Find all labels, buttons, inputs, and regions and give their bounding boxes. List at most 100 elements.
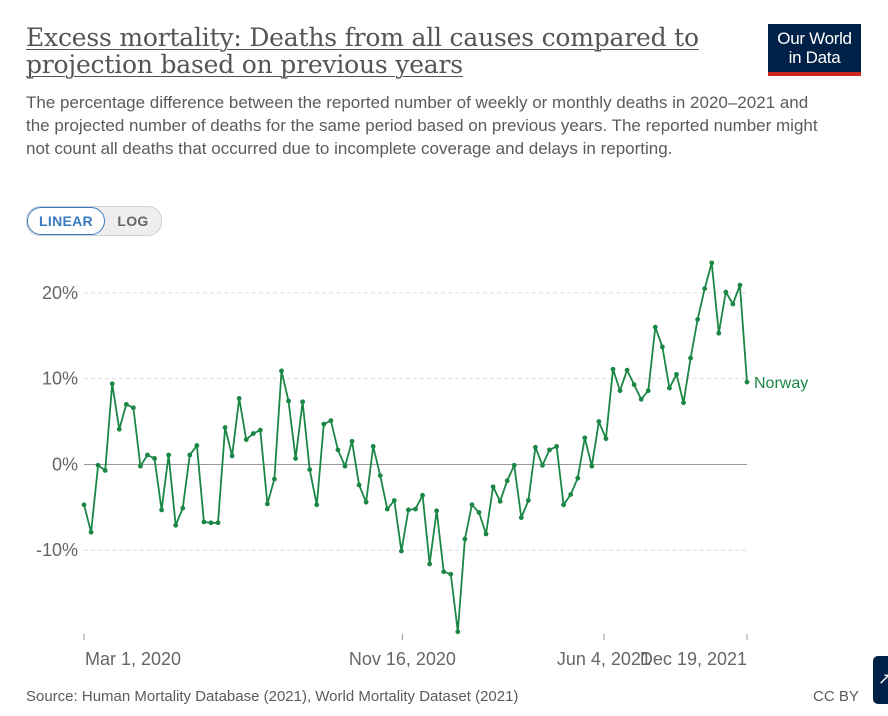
data-point <box>300 399 305 404</box>
data-point <box>202 520 207 525</box>
data-point <box>343 464 348 469</box>
data-point <box>427 562 432 567</box>
data-point <box>180 506 185 511</box>
data-point <box>216 520 221 525</box>
data-point <box>131 405 136 410</box>
data-point <box>491 484 496 489</box>
data-point <box>716 331 721 336</box>
data-point <box>477 510 482 515</box>
data-point <box>117 427 122 432</box>
data-point <box>434 508 439 513</box>
data-point <box>653 325 658 330</box>
data-point <box>399 549 404 554</box>
grid: -10% 0% 10% 20% <box>36 283 747 560</box>
data-point <box>110 381 115 386</box>
data-point <box>209 520 214 525</box>
data-point <box>709 260 714 265</box>
x-tick-label: Nov 16, 2020 <box>349 649 456 669</box>
data-point <box>406 508 411 513</box>
data-point <box>519 515 524 520</box>
series-norway[interactable]: Norway <box>82 260 809 634</box>
data-point <box>244 437 249 442</box>
data-point <box>618 388 623 393</box>
data-point <box>582 435 587 440</box>
x-tick-label: Mar 1, 2020 <box>85 649 181 669</box>
data-point <box>314 502 319 507</box>
data-point <box>96 463 101 468</box>
data-point <box>723 290 728 295</box>
data-point <box>378 473 383 478</box>
data-point <box>82 502 87 507</box>
data-point <box>533 445 538 450</box>
y-tick-label: 0% <box>52 454 78 474</box>
data-point <box>561 502 566 507</box>
y-tick-label: 10% <box>42 369 78 389</box>
data-point <box>674 372 679 377</box>
data-point <box>498 499 503 504</box>
data-point <box>526 498 531 503</box>
data-point <box>272 477 277 482</box>
data-point <box>420 493 425 498</box>
data-point <box>89 530 94 535</box>
data-point <box>702 286 707 291</box>
data-point <box>187 453 192 458</box>
data-point <box>371 444 376 449</box>
x-tick-label: Dec 19, 2021 <box>640 649 747 669</box>
data-point <box>667 386 672 391</box>
data-point <box>124 402 129 407</box>
data-point <box>173 523 178 528</box>
data-point <box>738 283 743 288</box>
data-point <box>512 463 517 468</box>
data-point <box>258 428 263 433</box>
data-point <box>462 537 467 542</box>
data-point <box>639 397 644 402</box>
data-point <box>730 302 735 307</box>
data-point <box>350 439 355 444</box>
data-point <box>695 317 700 322</box>
data-point <box>745 380 750 385</box>
data-point <box>625 368 630 373</box>
data-point <box>575 476 580 481</box>
data-point <box>279 369 284 374</box>
data-point <box>152 456 157 461</box>
data-point <box>484 532 489 537</box>
data-point <box>505 478 510 483</box>
data-point <box>413 507 418 512</box>
data-point <box>540 463 545 468</box>
data-point <box>145 453 150 458</box>
data-point <box>455 629 460 634</box>
data-point <box>138 464 143 469</box>
line-chart: -10% 0% 10% 20% Mar 1, 2020 Nov 16, 2020 Jun … <box>0 0 888 716</box>
data-point <box>336 447 341 452</box>
data-point <box>392 498 397 503</box>
data-point <box>547 447 552 452</box>
data-point <box>357 483 362 488</box>
data-point <box>286 399 291 404</box>
data-point <box>660 345 665 350</box>
data-point <box>646 388 651 393</box>
source-note[interactable]: Source: Human Mortality Database (2021),… <box>26 688 518 705</box>
data-point <box>166 453 171 458</box>
data-point <box>265 502 270 507</box>
data-point <box>364 500 369 505</box>
x-tick-label: Jun 4, 2021 <box>557 649 651 669</box>
y-tick-label: 20% <box>42 283 78 303</box>
data-point <box>251 431 256 436</box>
y-tick-label: -10% <box>36 540 78 560</box>
data-point <box>632 382 637 387</box>
data-point <box>293 456 298 461</box>
data-point <box>385 507 390 512</box>
license-link[interactable]: CC BY <box>813 688 859 705</box>
data-point <box>441 569 446 574</box>
data-point <box>321 422 326 427</box>
data-point <box>604 436 609 441</box>
data-point <box>470 502 475 507</box>
data-point <box>307 467 312 472</box>
series-label-norway: Norway <box>754 375 808 392</box>
data-point <box>159 508 164 513</box>
series-line <box>84 263 747 632</box>
data-point <box>554 444 559 449</box>
share-tab[interactable]: ↗ <box>873 656 888 704</box>
data-point <box>237 396 242 401</box>
